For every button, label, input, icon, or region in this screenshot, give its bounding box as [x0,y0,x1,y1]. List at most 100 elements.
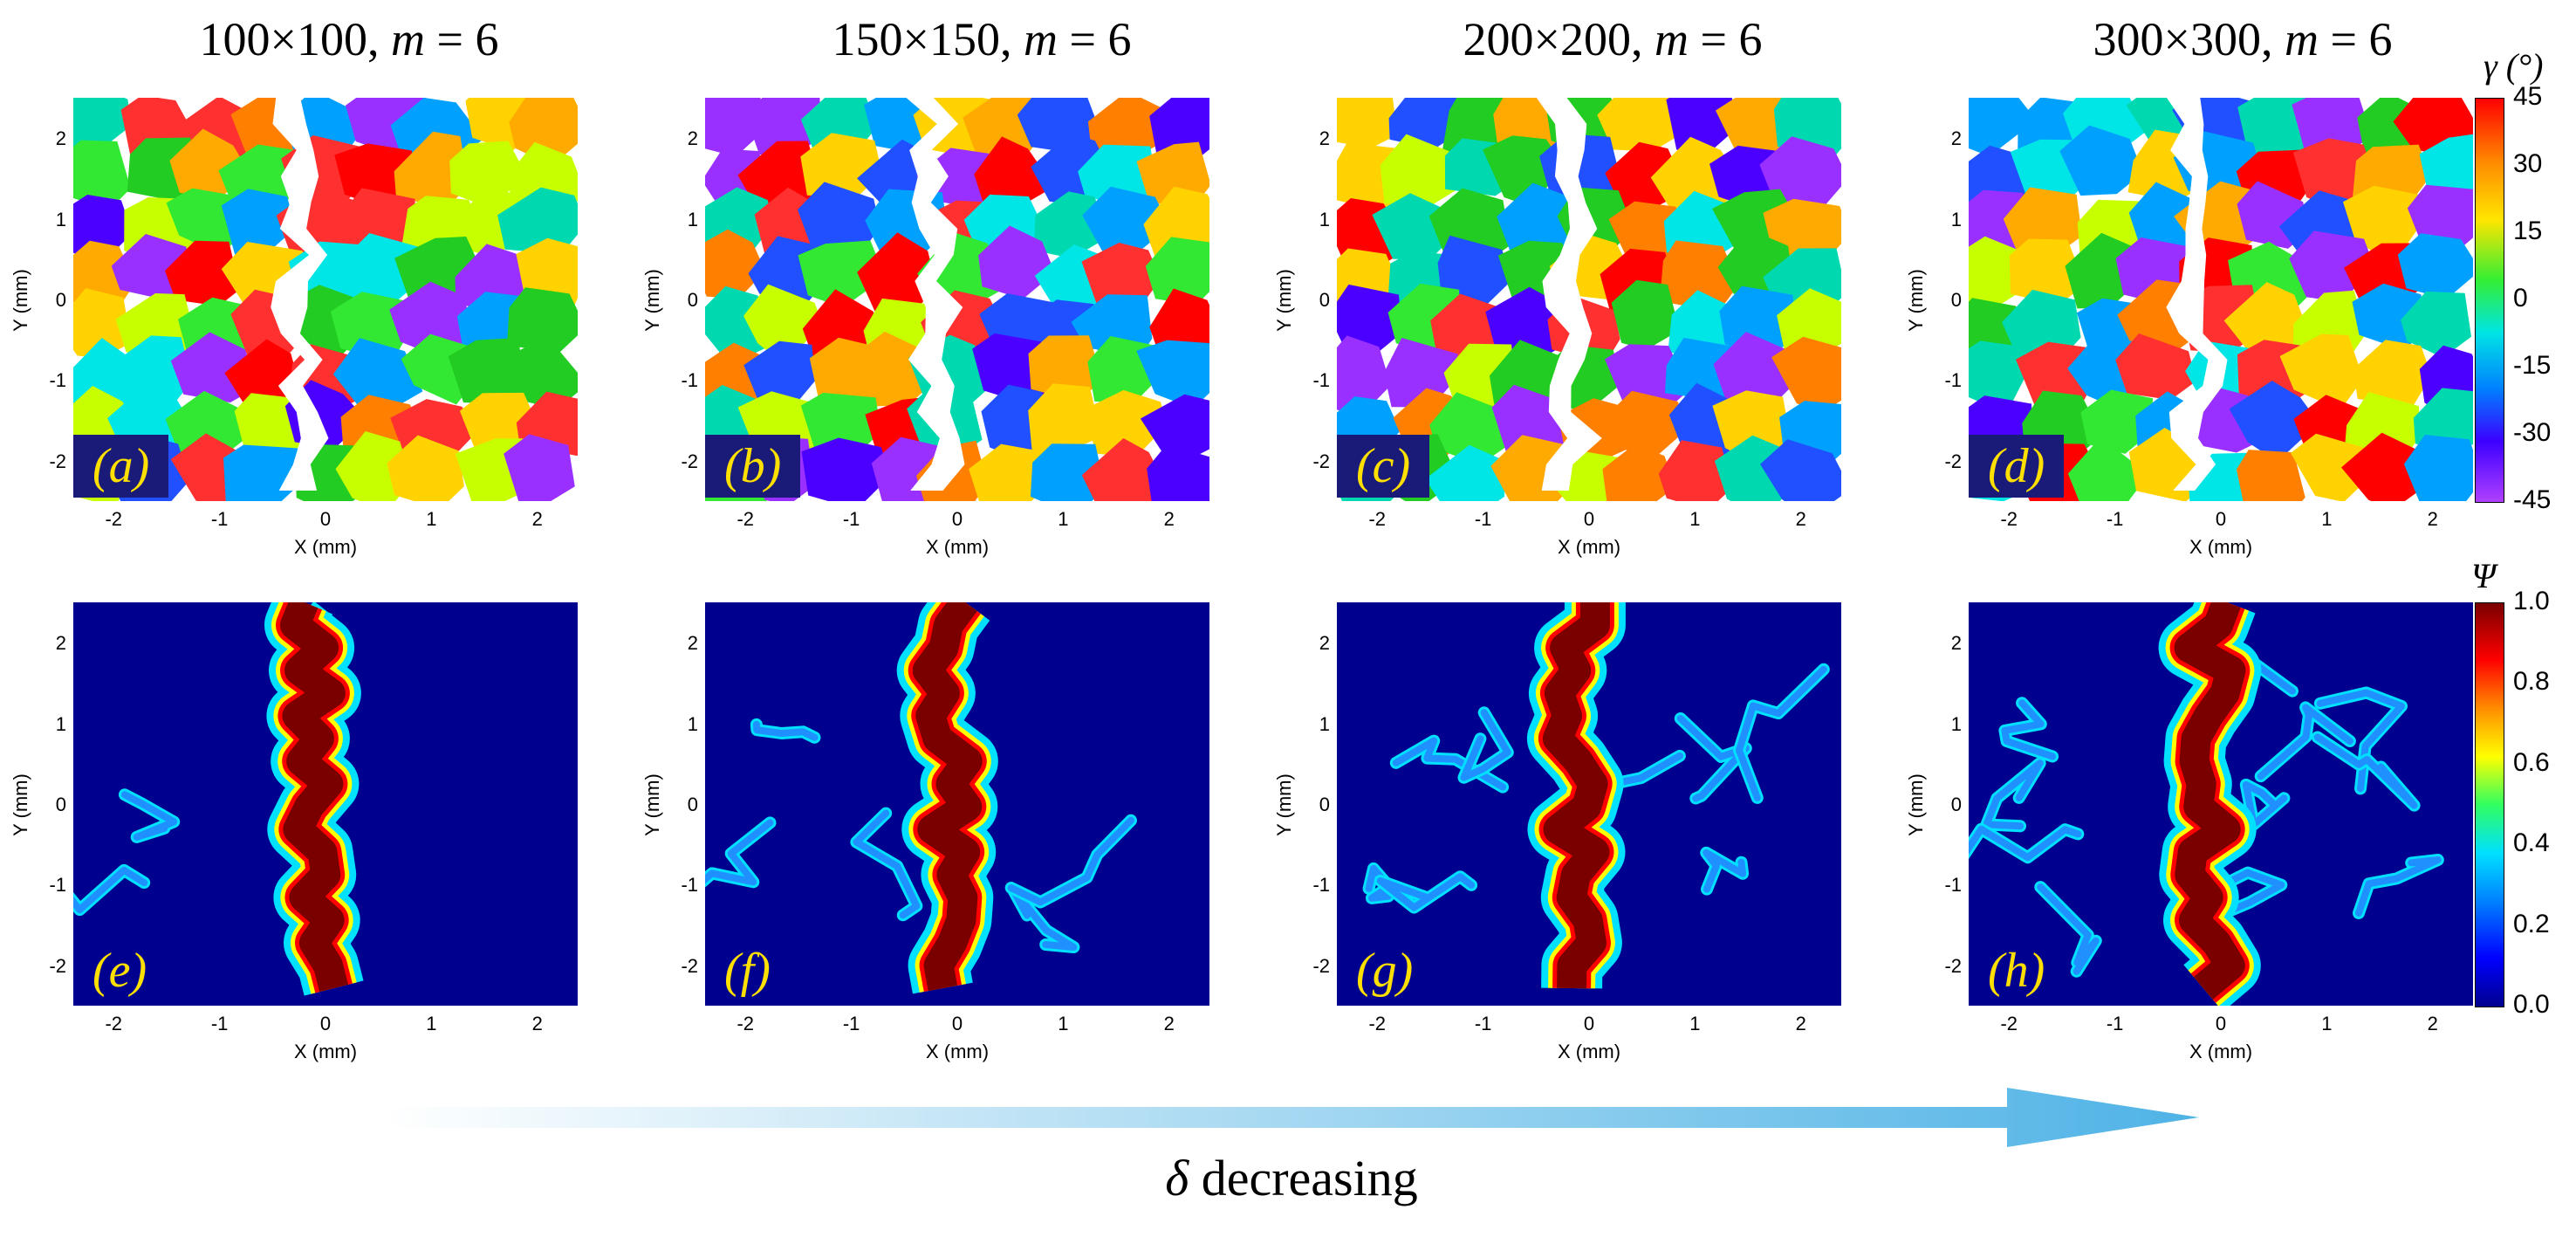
grain [1380,134,1466,210]
grain [73,288,132,359]
y-tick-label: 2 [1950,632,1962,655]
y-tick-label: -1 [681,369,698,392]
column-m-value: = 6 [436,13,499,65]
arrow-caption: δ decreasing [1030,1149,1553,1207]
grain [1611,279,1680,350]
column-size: 150×150 [832,13,1000,65]
column-size: 100×100 [199,13,367,65]
colorbar-gamma-tick: -30 [2513,418,2552,447]
y-tick-label: 0 [1319,289,1330,311]
colorbar-psi [2475,602,2504,1007]
x-tick-label: -2 [105,508,123,530]
colorbar-gamma-tick: 0 [2513,284,2528,313]
y-axis-label: Y (mm) [1273,269,1295,332]
x-tick-label: 1 [1058,1013,1069,1034]
crack-branch [120,791,178,841]
grain [121,335,192,411]
y-tick-label: 2 [55,127,66,150]
x-tick-label: -1 [842,508,860,530]
x-tick-label: 0 [2215,508,2227,530]
x-tick-label: -1 [210,508,229,530]
crack-branch [2313,733,2418,809]
x-tick-label: -1 [2106,508,2124,530]
grain [2407,184,2473,251]
x-tick-label: -1 [1474,1013,1492,1034]
grain [1658,440,1733,501]
grain [705,229,765,299]
grain [2059,125,2143,196]
panel-label: (c) [1337,435,1430,498]
x-tick-label: -2 [1368,508,1387,530]
y-tick-label: 2 [1319,127,1330,150]
y-tick-label: -2 [1312,954,1330,977]
y-tick-label: 1 [55,712,66,735]
colorbar-psi-title: Ψ [2471,556,2497,595]
y-tick-label: 0 [687,289,698,311]
crack-branch [853,809,921,919]
delta-decreasing-arrow [384,1088,2199,1147]
grain [1660,240,1739,313]
damage-map [705,602,1209,1006]
y-tick-label: -1 [1312,874,1330,897]
crack-branch [752,720,819,741]
main-crack [280,602,349,993]
grain [2223,282,2308,354]
colorbar-psi-tick: 0.0 [2513,990,2550,1019]
grain [1087,98,1173,159]
grain [1147,443,1209,501]
y-axis-label: Y (mm) [1905,269,1927,332]
grain [1437,235,1512,306]
grain [2401,291,2471,358]
crack-branch [1460,709,1511,781]
panel-label: (f) [724,944,771,998]
grain [2002,289,2081,361]
grain [1425,444,1506,501]
x-tick-label: -1 [210,1013,229,1034]
grain [2279,333,2364,410]
crack-branch [2355,856,2442,917]
x-tick-label: -2 [736,1013,755,1034]
grain [1771,336,1841,411]
y-axis-label: Y (mm) [1905,773,1927,836]
y-axis-label: Y (mm) [641,269,663,332]
x-tick-label: 0 [1583,1013,1595,1034]
grain [1028,383,1102,455]
grain [857,232,936,313]
colorbar-gamma-tick: 30 [2513,149,2543,178]
column-title-3: 200×200, m = 6 [1463,13,1763,65]
grain [1969,340,2028,414]
x-tick-label: 1 [1689,508,1701,530]
grain [1136,340,1209,409]
x-tick-label: 1 [2321,1013,2333,1034]
panel-label: (e) [92,944,147,998]
delta-symbol: δ [1165,1150,1189,1206]
crack-branch [1007,816,1134,906]
x-tick-label: 0 [951,1013,963,1034]
y-tick-label: 2 [1319,632,1330,655]
crack-branch [2037,883,2100,975]
panel [705,602,1209,1006]
y-tick-label: 2 [1950,127,1962,150]
x-tick-label: 2 [2427,1013,2438,1034]
x-tick-label: 2 [1795,1013,1806,1034]
grain [332,338,423,407]
y-axis-label: Y (mm) [10,269,31,332]
x-tick-label: -2 [1368,1013,1387,1034]
crack [906,98,965,491]
grain [1777,288,1841,360]
column-title-4: 300×300, m = 6 [2093,13,2393,65]
crack-branch [1009,885,1078,951]
y-tick-label: 1 [55,208,66,230]
y-tick-label: 1 [1950,208,1962,230]
y-tick-label: 1 [1319,208,1330,230]
grain [852,331,935,407]
x-tick-label: -2 [105,1013,123,1034]
grain-map [705,98,1209,501]
y-tick-label: 1 [687,712,698,735]
y-tick-label: -2 [681,954,698,977]
grain [2341,432,2429,501]
grain [2237,450,2305,501]
grain [2403,435,2473,501]
grain [449,141,527,208]
colorbar-gamma-tick: 45 [2513,82,2543,111]
